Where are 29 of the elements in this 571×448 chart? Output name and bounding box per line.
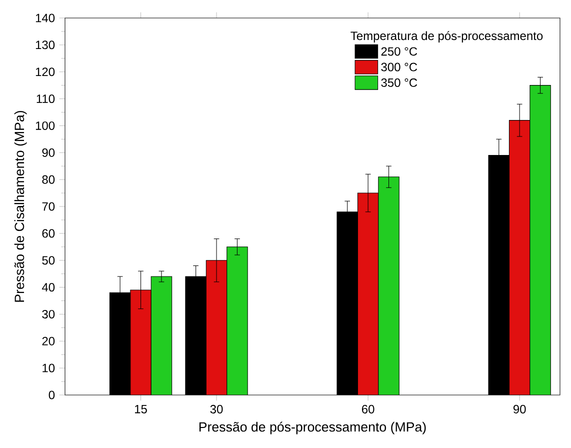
y-tick-label: 80 xyxy=(42,175,55,184)
y-tick-label: 110 xyxy=(36,94,55,104)
y-tick-label: 30 xyxy=(42,310,55,318)
y-tick-label: 90 xyxy=(42,148,55,157)
bar xyxy=(508,120,530,395)
x-tick-label: 15 xyxy=(135,404,147,414)
legend-title: Temperatura de pós-processamento xyxy=(350,31,543,42)
x-tick-label: 60 xyxy=(362,404,374,414)
y-tick-label: 130 xyxy=(36,40,55,50)
y-tick-label: 70 xyxy=(42,202,55,211)
y-tick-label: 20 xyxy=(42,336,55,346)
x-tick-label: 30 xyxy=(210,404,223,414)
y-tick-label: 0 xyxy=(48,390,55,400)
legend-label: 300 °C xyxy=(381,62,418,72)
y-tick-label: 50 xyxy=(42,256,55,265)
y-tick-label: 100 xyxy=(36,121,55,130)
x-axis-title: Pressão de pós-processamento (MPa) xyxy=(199,422,426,434)
y-tick-label: 140 xyxy=(36,14,55,22)
y-axis-title: Pressão de Cisalhamento (MPa) xyxy=(14,111,27,302)
legend-label: 350 °C xyxy=(381,78,418,87)
x-tick-label: 90 xyxy=(513,404,526,414)
y-tick-label: 60 xyxy=(42,229,55,238)
bar xyxy=(130,290,152,395)
legend-label: 250 °C xyxy=(381,47,418,56)
y-tick-label: 120 xyxy=(36,68,55,76)
bar xyxy=(357,192,379,395)
bar xyxy=(206,260,228,395)
y-tick-label: 10 xyxy=(42,364,55,372)
y-tick-label: 40 xyxy=(42,283,55,292)
